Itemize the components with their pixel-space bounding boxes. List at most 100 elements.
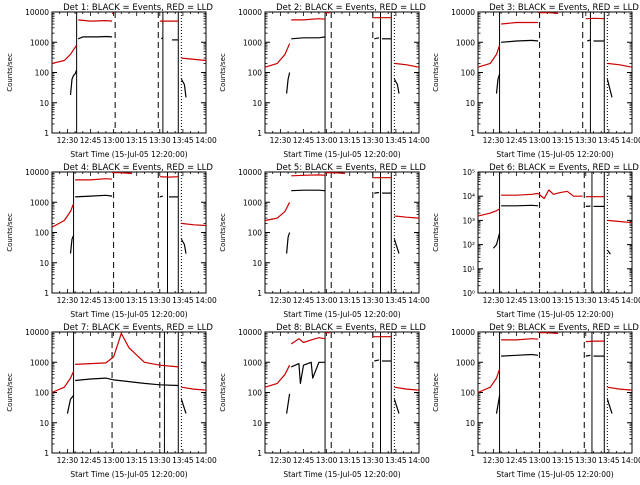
x-tick-label: 14:00	[621, 136, 640, 145]
y-axis-label: Counts/sec	[6, 53, 14, 92]
x-tick-label: 13:00	[529, 136, 551, 145]
lld-series-segment	[325, 173, 345, 174]
y-tick-label: 10	[252, 259, 262, 268]
events-series-segment	[287, 394, 290, 414]
x-tick-label: 13:30	[149, 456, 171, 465]
x-tick-label: 13:00	[316, 296, 338, 305]
y-tick-label: 10	[39, 99, 49, 108]
x-tick-label: 13:30	[362, 136, 384, 145]
events-series-segment	[374, 193, 379, 194]
y-tick-label: 1	[44, 449, 49, 458]
y-axis-label: Counts/sec	[219, 213, 227, 252]
x-tick-label: 12:30	[57, 296, 79, 305]
lld-series-segment	[265, 365, 290, 387]
events-series-segment	[67, 395, 73, 413]
x-tick-label: 13:00	[529, 456, 551, 465]
x-tick-label: 13:15	[126, 456, 148, 465]
y-tick-label: 100	[35, 69, 50, 78]
plot-frame	[478, 172, 632, 293]
x-tick-label: 14:00	[408, 136, 430, 145]
y-tick-label: 10	[39, 259, 49, 268]
x-tick-label: 14:00	[195, 456, 217, 465]
lld-series-segment	[501, 23, 538, 25]
x-tick-label: 14:00	[408, 456, 430, 465]
lld-series-segment	[394, 63, 419, 67]
x-tick-label: 12:45	[506, 456, 528, 465]
y-tick-label: 10000	[451, 8, 475, 17]
y-tick-label: 1	[257, 129, 262, 138]
x-tick-label: 13:45	[172, 136, 194, 145]
detector-panel-4: Det 4: BLACK = Events, RED = LLDCounts/s…	[6, 163, 217, 319]
x-tick-label: 12:45	[293, 296, 315, 305]
y-tick-label: 1	[470, 129, 475, 138]
y-tick-label: 1000	[243, 198, 262, 207]
x-tick-label: 13:45	[172, 296, 194, 305]
lld-series-segment	[501, 193, 538, 195]
y-tick-label: 1000	[456, 358, 475, 367]
lld-series-segment	[265, 44, 290, 68]
y-tick-label: 100	[248, 69, 263, 78]
lld-series-segment	[181, 58, 206, 60]
lld-series-segment	[52, 45, 77, 63]
x-tick-label: 13:00	[103, 456, 125, 465]
events-series-segment	[181, 399, 186, 413]
y-tick-label: 10000	[25, 328, 49, 337]
y-tick-label: 10	[465, 99, 475, 108]
y-tick-label: 10000	[238, 168, 262, 177]
y-tick-label: 1000	[456, 38, 475, 47]
x-tick-label: 14:00	[621, 296, 640, 305]
x-tick-label: 13:00	[103, 296, 125, 305]
lld-series-segment	[538, 190, 583, 199]
events-series-segment	[291, 362, 325, 383]
y-tick-label: 1000	[30, 198, 49, 207]
x-tick-label: 13:15	[552, 456, 574, 465]
y-tick-label: 100	[248, 229, 263, 238]
x-tick-label: 14:00	[408, 296, 430, 305]
events-series-segment	[75, 378, 178, 385]
x-axis-label: Start Time (15-Jul-05 12:20:00)	[70, 150, 187, 159]
x-tick-label: 14:00	[621, 456, 640, 465]
y-tick-label: 10²	[462, 241, 475, 250]
y-tick-label: 10000	[238, 8, 262, 17]
y-axis-label: Counts/sec	[432, 53, 440, 92]
events-series-segment	[394, 399, 399, 413]
lld-series-segment	[586, 341, 605, 342]
lld-series-segment	[181, 387, 206, 390]
y-tick-label: 100	[35, 229, 50, 238]
x-tick-label: 13:15	[339, 296, 361, 305]
y-tick-label: 100	[461, 69, 476, 78]
lld-series-segment	[52, 371, 74, 392]
x-tick-label: 12:30	[57, 456, 79, 465]
detector-panel-8: Det 8: BLACK = Events, RED = LLDCounts/s…	[219, 323, 430, 479]
x-tick-label: 13:15	[126, 296, 148, 305]
detector-panel-9: Det 9: BLACK = Events, RED = LLDCounts/s…	[432, 323, 640, 479]
x-tick-label: 13:45	[385, 456, 407, 465]
y-tick-label: 10	[252, 419, 262, 428]
lld-series-segment	[112, 173, 132, 174]
x-axis-label: Start Time (15-Jul-05 12:20:00)	[283, 150, 400, 159]
y-tick-label: 1	[257, 289, 262, 298]
events-series-segment	[586, 355, 591, 356]
x-tick-label: 12:45	[80, 136, 102, 145]
lld-series-segment	[607, 63, 632, 67]
x-tick-label: 12:45	[506, 296, 528, 305]
x-tick-label: 12:45	[80, 296, 102, 305]
y-axis-label: Counts/sec	[219, 53, 227, 92]
x-tick-label: 12:30	[483, 296, 505, 305]
x-axis-label: Start Time (15-Jul-05 12:20:00)	[70, 310, 187, 319]
y-tick-label: 1000	[30, 358, 49, 367]
y-tick-label: 100	[35, 389, 50, 398]
x-tick-label: 12:30	[270, 296, 292, 305]
lld-series-segment	[291, 19, 325, 20]
detector-panel-5: Det 5: BLACK = Events, RED = LLDCounts/s…	[219, 163, 430, 319]
events-series-segment	[71, 70, 77, 95]
plot-frame	[478, 332, 632, 453]
x-tick-label: 13:45	[598, 136, 620, 145]
x-tick-label: 12:30	[270, 456, 292, 465]
y-tick-label: 1000	[30, 38, 49, 47]
x-tick-label: 13:15	[339, 136, 361, 145]
x-tick-label: 13:00	[529, 296, 551, 305]
y-axis-label: Counts/sec	[6, 213, 14, 252]
events-series-segment	[501, 205, 538, 206]
